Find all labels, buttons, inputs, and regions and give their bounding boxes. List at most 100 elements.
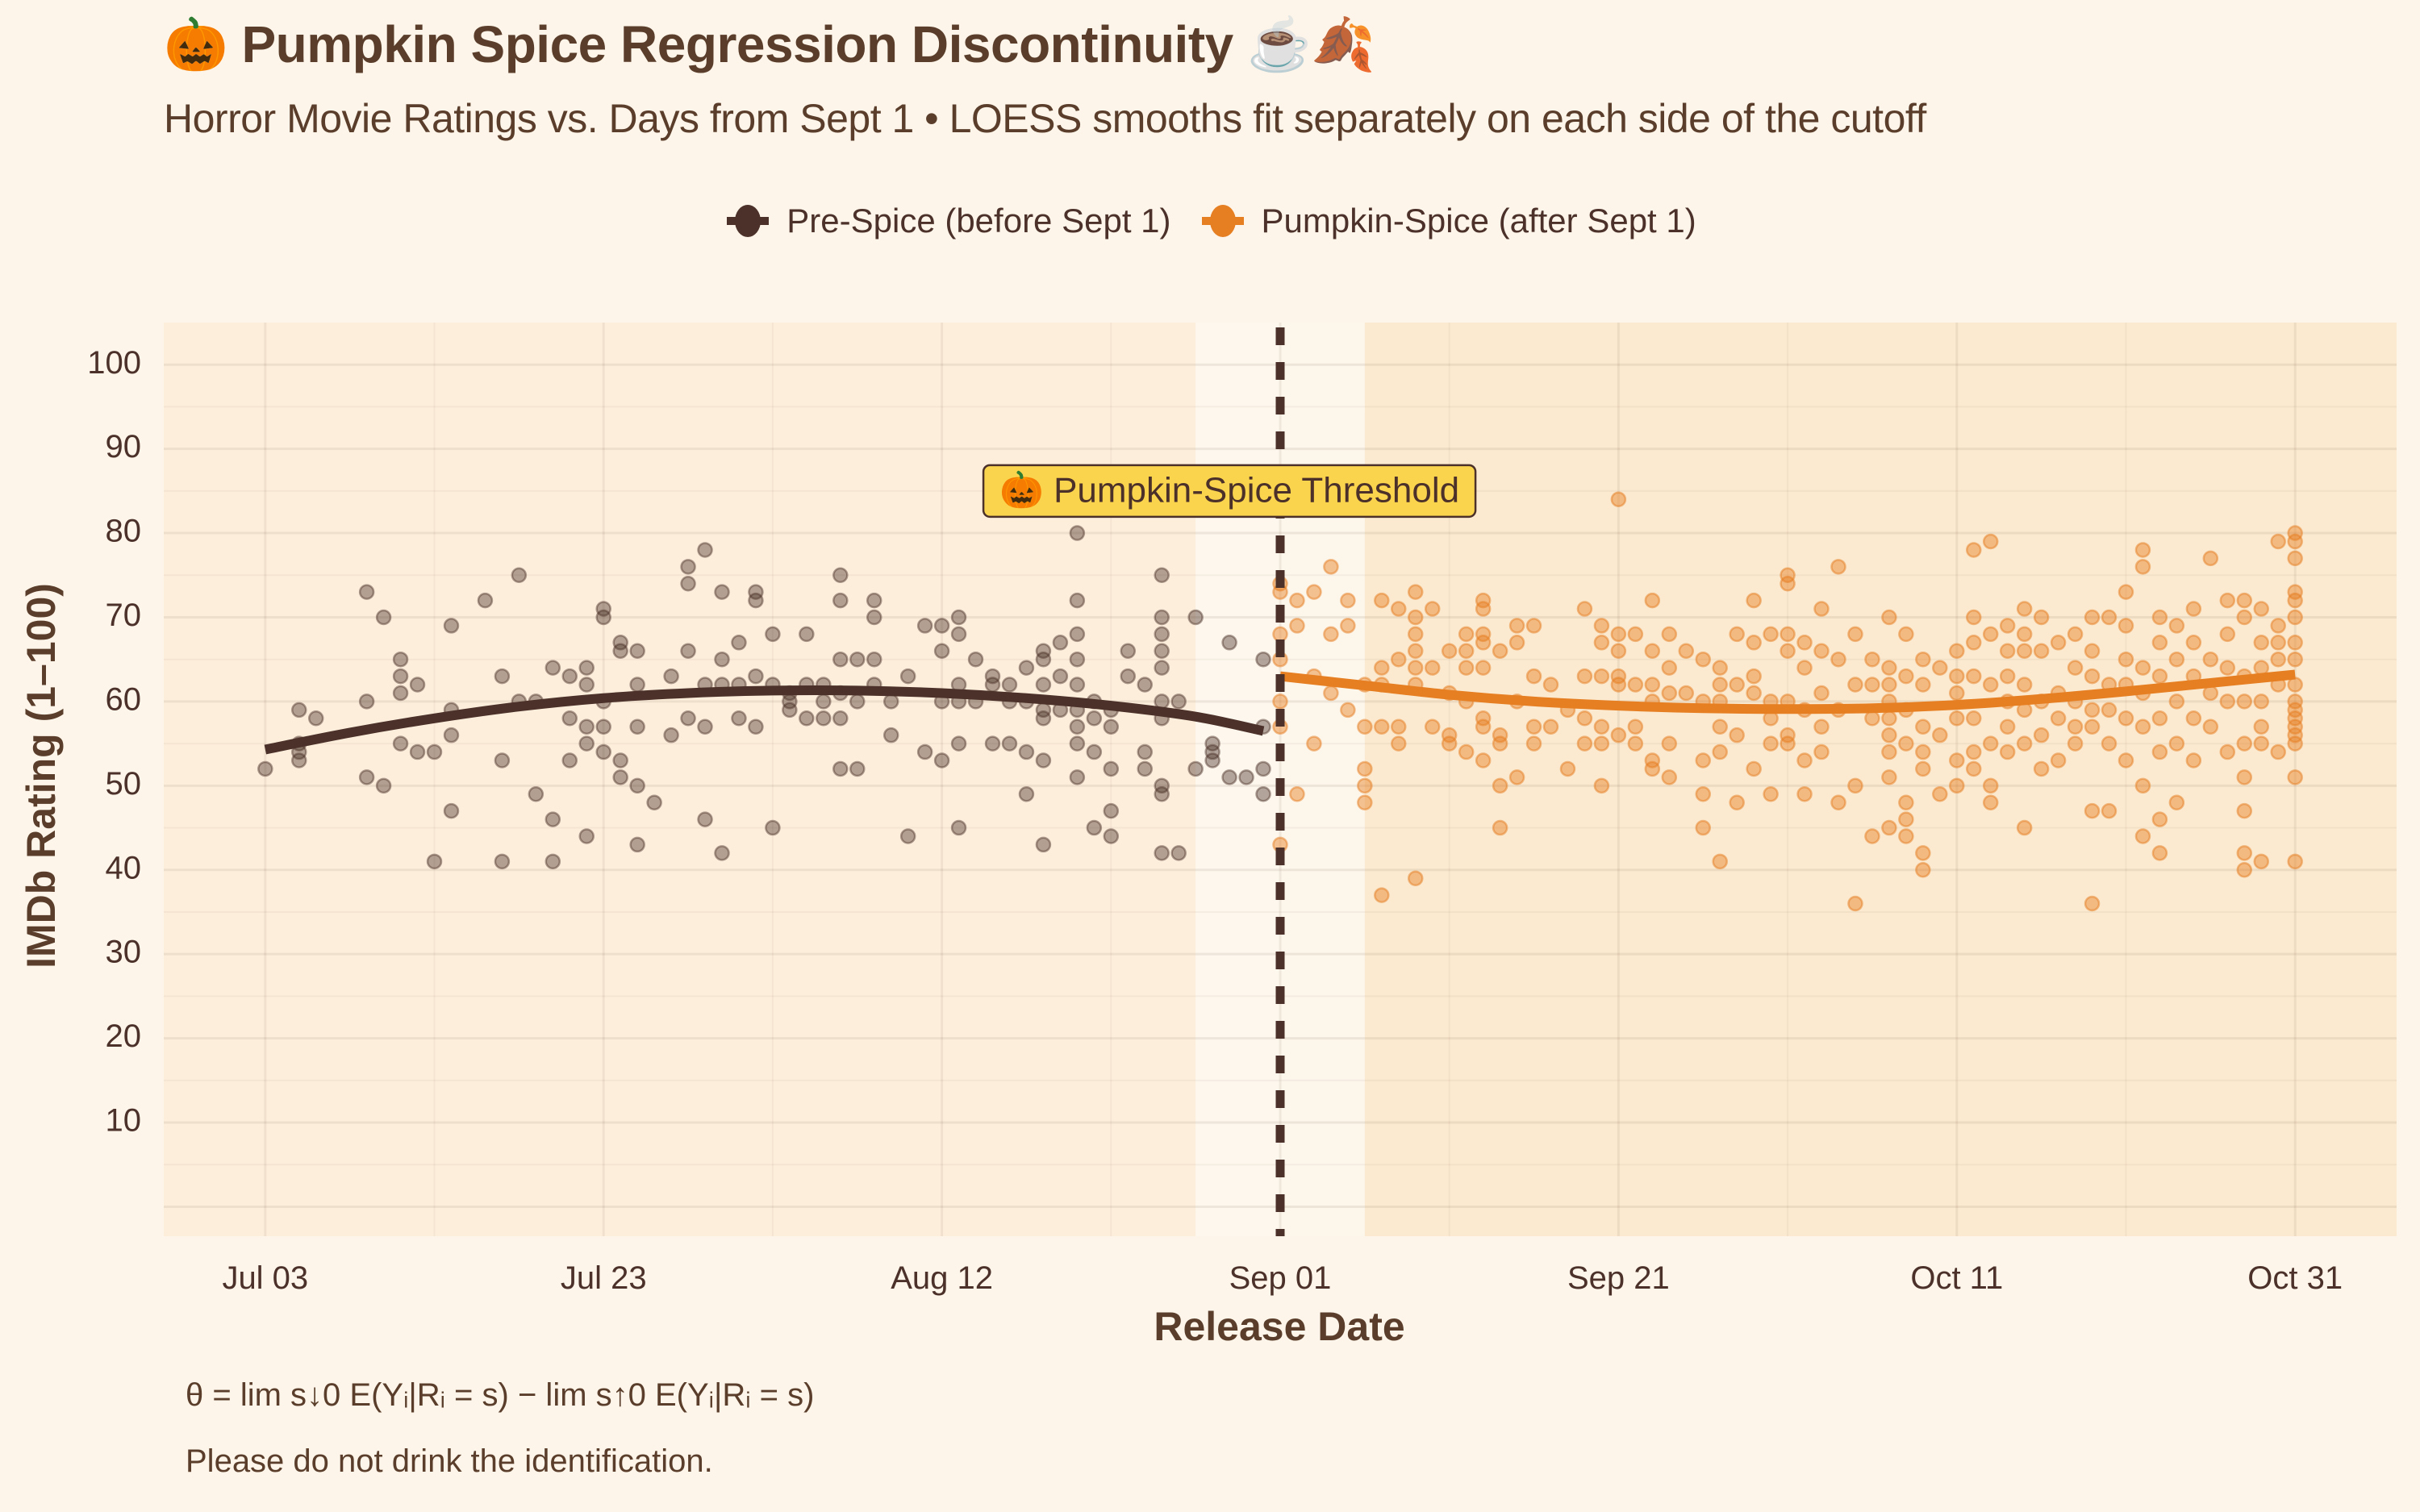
pre-spice-point	[561, 752, 578, 768]
legend: Pre-Spice (before Sept 1) Pumpkin-Spice …	[0, 202, 2420, 240]
post-spice-point	[2084, 802, 2101, 819]
pre-spice-point	[494, 752, 511, 768]
post-spice-point	[2270, 533, 2286, 550]
pre-spice-point	[1154, 660, 1170, 676]
post-spice-point	[2219, 744, 2236, 760]
post-spice-point	[2033, 760, 2050, 777]
pre-spice-point	[544, 811, 561, 827]
post-spice-point	[1949, 710, 1965, 727]
post-spice-point	[1391, 651, 1407, 668]
post-spice-point	[2033, 727, 2050, 744]
post-spice-point	[1796, 660, 1813, 676]
pre-spice-point	[629, 677, 645, 693]
pre-spice-point	[1137, 744, 1153, 760]
post-spice-point	[1847, 626, 1863, 643]
pre-spice-point	[1018, 786, 1035, 802]
pre-spice-point	[899, 668, 916, 685]
post-spice-point	[1763, 735, 1779, 752]
post-spice-point	[2101, 802, 2118, 819]
post-spice-point	[1391, 735, 1407, 752]
post-spice-point	[2168, 694, 2185, 710]
pre-spice-point	[748, 584, 764, 600]
post-spice-point	[2067, 719, 2084, 735]
pre-spice-point	[680, 710, 696, 727]
post-spice-point	[1610, 643, 1627, 660]
post-spice-point	[1966, 744, 1982, 760]
pre-spice-point	[1035, 651, 1052, 668]
pre-spice-point	[1204, 752, 1220, 768]
post-spice-point	[2151, 811, 2168, 827]
post-spice-point	[1661, 685, 1678, 702]
post-spice-point	[1881, 744, 1897, 760]
post-spice-point	[1391, 601, 1407, 617]
post-spice-point	[1492, 777, 1508, 794]
pre-spice-point	[1120, 668, 1137, 685]
post-spice-point	[2084, 719, 2101, 735]
post-spice-point	[1999, 668, 2016, 685]
pre-spice-point	[1120, 643, 1137, 660]
post-spice-point	[2236, 694, 2253, 710]
pre-spice-point	[1069, 719, 1086, 735]
post-spice-point	[2151, 609, 2168, 626]
post-spice-point	[1610, 677, 1627, 693]
post-spice-point	[2168, 735, 2185, 752]
post-spice-point	[2134, 559, 2151, 575]
post-spice-point	[1813, 685, 1830, 702]
post-spice-point	[1966, 542, 1982, 558]
post-spice-point	[1458, 660, 1475, 676]
pre-spice-point	[765, 626, 781, 643]
post-spice-point	[1475, 719, 1492, 735]
post-spice-point	[1712, 719, 1728, 735]
post-spice-point	[2185, 635, 2202, 651]
gridlines	[164, 323, 2397, 1236]
post-spice-point	[1982, 794, 1999, 810]
post-spice-point	[1340, 702, 1356, 719]
post-spice-point	[1593, 618, 1610, 634]
pre-spice-point	[1154, 626, 1170, 643]
pre-spice-point	[816, 710, 832, 727]
post-spice-point	[1644, 760, 1661, 777]
post-spice-point	[1780, 626, 1796, 643]
pre-spice-point	[392, 651, 409, 668]
post-spice-point	[1610, 727, 1627, 744]
post-spice-point	[1593, 668, 1610, 685]
post-spice-point	[2219, 660, 2236, 676]
post-spice-point	[1712, 677, 1728, 693]
post-spice-point	[2118, 710, 2134, 727]
post-spice-point	[2287, 735, 2303, 752]
post-spice-point	[1323, 685, 1339, 702]
pre-spice-point	[714, 584, 730, 600]
legend-label-pre: Pre-Spice (before Sept 1)	[786, 202, 1171, 240]
pre-spice-point	[950, 735, 967, 752]
post-spice-point	[1424, 660, 1441, 676]
post-spice-point	[1323, 559, 1339, 575]
y-tick-label: 70	[106, 598, 142, 633]
post-spice-point	[1982, 533, 1999, 550]
post-spice-point	[1915, 760, 1931, 777]
post-spice-point	[2134, 777, 2151, 794]
y-tick-label: 80	[106, 514, 142, 549]
pre-spice-point	[1170, 694, 1187, 710]
pre-spice-point	[426, 853, 443, 870]
pre-spice-point	[1035, 836, 1052, 853]
post-spice-point	[1678, 643, 1695, 660]
caption-note: Please do not drink the identification.	[186, 1443, 713, 1479]
pre-spice-point	[1069, 592, 1086, 609]
pre-spice-point	[1255, 651, 1271, 668]
post-spice-point	[1272, 694, 1288, 710]
post-spice-point	[2016, 819, 2033, 836]
post-spice-point	[1289, 786, 1305, 802]
post-spice-point	[1881, 660, 1897, 676]
post-spice-point	[2134, 828, 2151, 844]
post-spice-point	[2219, 592, 2236, 609]
post-spice-point	[1763, 786, 1779, 802]
pre-spice-point	[358, 584, 375, 600]
post-spice-point	[2253, 853, 2269, 870]
pre-spice-point	[1221, 635, 1237, 651]
post-spice-point	[1458, 643, 1475, 660]
pre-spice-point	[1035, 643, 1052, 660]
post-spice-point	[1881, 710, 1897, 727]
post-spice-point	[2151, 635, 2168, 651]
post-spice-point	[2236, 845, 2253, 861]
pre-spice-point	[984, 677, 1001, 693]
